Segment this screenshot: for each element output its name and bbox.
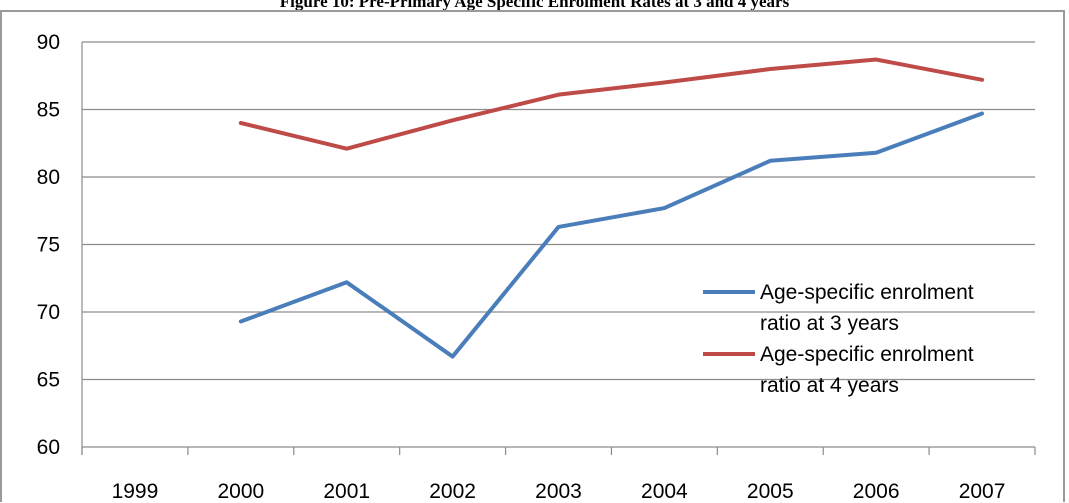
x-tick-label: 2007 [959,480,1006,503]
legend: Age-specific enrolment ratio at 3 years Ag… [703,281,974,397]
legend-label: ratio at 3 years [760,312,899,335]
legend-label: ratio at 4 years [760,374,899,397]
figure-title: Figure 10: Pre-Primary Age Specific Enro… [279,0,790,10]
x-tick-label: 2001 [323,480,370,503]
series-line-2 [238,57,985,151]
x-tick-label: 2005 [747,480,794,503]
chart-frame [0,10,1065,502]
y-tick-label: 85 [37,99,60,122]
legend-label: Age-specific enrolment [760,281,974,304]
gridlines [81,41,1036,455]
x-tick-label: 2006 [853,480,900,503]
x-tick-label: 2004 [641,480,688,503]
y-tick-label: 75 [37,234,60,257]
legend-label: Age-specific enrolment [760,343,974,366]
y-tick-label: 90 [37,31,60,54]
y-axis-ticks: 60 65 70 75 80 85 90 [37,31,60,459]
x-axis-ticks: 1999 2000 2001 2002 2003 2004 2005 2006 2007 [112,480,1006,503]
y-tick-label: 70 [37,301,60,324]
x-tick-label: 2000 [217,480,264,503]
y-tick-label: 80 [37,166,60,189]
x-tick-label: 1999 [112,480,159,503]
y-tick-label: 65 [37,369,60,392]
x-tick-label: 2003 [535,480,582,503]
series-lines [238,57,985,359]
series-line-1 [238,111,985,359]
x-tick-label: 2002 [429,480,476,503]
y-tick-label: 60 [37,436,60,459]
